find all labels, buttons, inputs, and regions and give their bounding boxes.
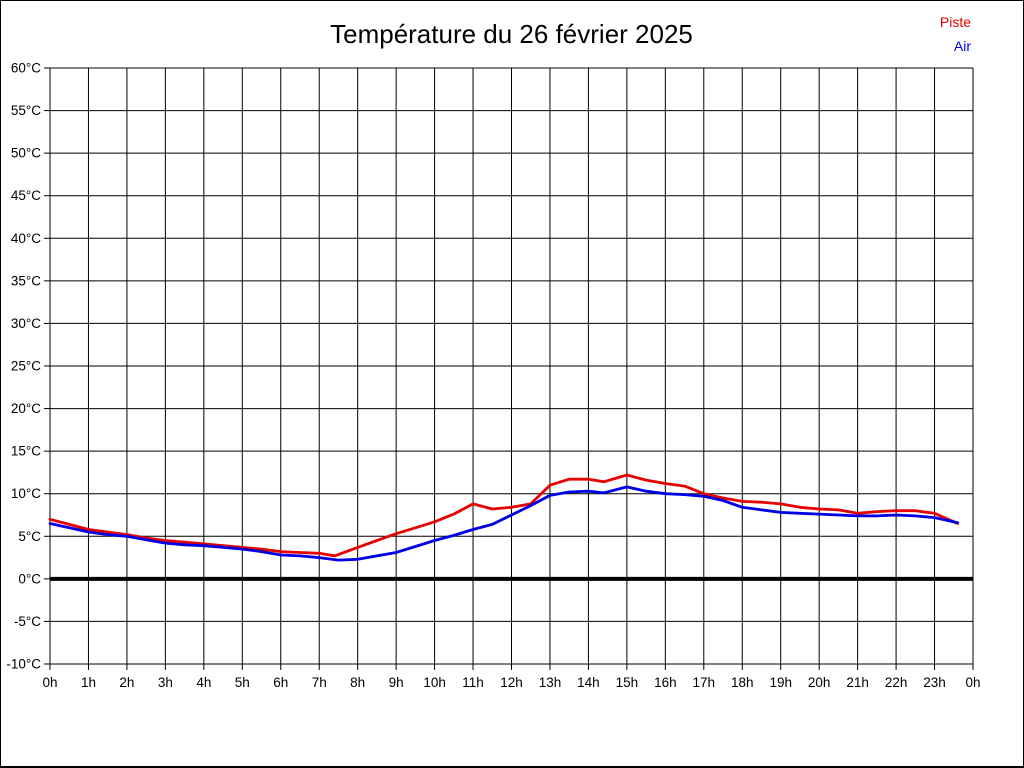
series-piste [48, 473, 959, 558]
x-tick-label: 2h [119, 675, 134, 690]
x-tick-label: 17h [693, 675, 716, 690]
x-tick-label: 11h [462, 675, 484, 690]
x-tick-label: 9h [389, 675, 404, 690]
y-tick-label: 15°C [11, 444, 41, 459]
y-tick-label: -5°C [14, 614, 41, 629]
x-tick-label: 15h [616, 675, 639, 690]
y-tick-label: 55°C [11, 103, 41, 118]
y-tick-label: 30°C [11, 316, 41, 331]
x-tick-label: 6h [273, 675, 288, 690]
chart-legend: Piste Air [940, 10, 971, 58]
x-tick-label: 7h [312, 675, 327, 690]
y-tick-label: 40°C [11, 231, 41, 246]
x-tick-label: 14h [577, 675, 600, 690]
y-tick-label: 60°C [11, 61, 41, 76]
x-tick-label: 4h [196, 675, 211, 690]
y-tick-label: -10°C [6, 657, 41, 672]
x-axis-labels: 0h 1h 2h 3h 4h 5h 6h 7h 8h 9h 10h 11h 12h 13h 14h 15h 16… [42, 675, 980, 690]
series-air [48, 485, 959, 562]
x-tick-label: 12h [500, 675, 523, 690]
x-tick-label: 0h [42, 675, 57, 690]
x-tick-label: 10h [423, 675, 446, 690]
y-tick-label: 5°C [18, 529, 41, 544]
x-tick-label: 22h [885, 675, 908, 690]
y-tick-label: 10°C [11, 486, 41, 501]
y-tick-label: 45°C [11, 188, 41, 203]
x-tick-label: 16h [654, 675, 677, 690]
legend-item-piste: Piste [939, 14, 971, 30]
x-tick-label: 23h [923, 675, 946, 690]
y-tick-label: 20°C [11, 401, 41, 416]
x-tick-label: 0h [965, 675, 980, 690]
y-tick-label: 35°C [11, 273, 41, 288]
y-tick-label: 50°C [11, 146, 41, 161]
x-tick-label: 8h [350, 675, 365, 690]
y-tick-label: 25°C [11, 359, 41, 374]
grid-lines [49, 67, 974, 665]
x-tick-label: 20h [808, 675, 831, 690]
legend-item-air: Air [953, 38, 971, 54]
chart-title: Température du 26 février 2025 [330, 19, 693, 49]
x-tick-label: 19h [769, 675, 792, 690]
x-tick-label: 5h [235, 675, 250, 690]
x-tick-label: 13h [539, 675, 562, 690]
y-tick-label: 0°C [18, 571, 41, 586]
axis-ticks [44, 67, 974, 670]
y-axis-labels: -10°C -5°C 0°C 5°C 10°C 15°C 20°C 25°C 30°C 35°C 4… [6, 61, 41, 672]
x-tick-label: 18h [731, 675, 754, 690]
x-tick-label: 1h [81, 675, 96, 690]
x-tick-label: 3h [158, 675, 173, 690]
x-tick-label: 21h [846, 675, 869, 690]
